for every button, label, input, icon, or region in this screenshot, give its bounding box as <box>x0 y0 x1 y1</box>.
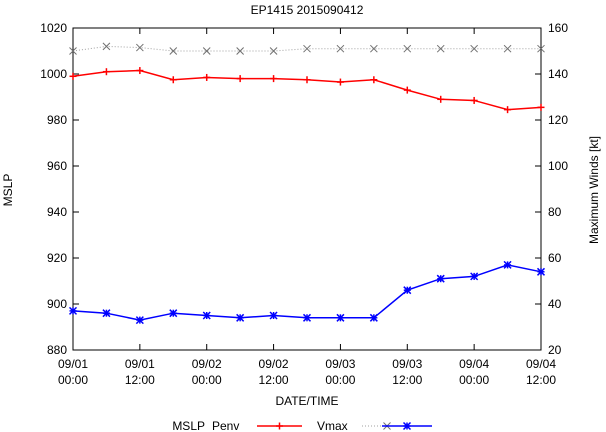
data-point-penv <box>136 67 144 75</box>
y-right-tick-label: 20 <box>548 343 562 357</box>
data-point-vmax <box>436 44 445 53</box>
data-point-vmax <box>537 44 545 53</box>
data-point-unnamed-2 <box>202 311 211 320</box>
data-point-penv <box>537 103 545 111</box>
data-point-unnamed-2 <box>269 311 278 320</box>
data-point-penv <box>504 106 512 114</box>
x-tick-label: 09/04 <box>526 357 556 371</box>
data-point-penv <box>303 76 311 84</box>
data-point-vmax <box>236 47 244 55</box>
axes: 880 900 920 940 960 980 1000 1020 20 40 60 80 100 120… <box>40 21 568 387</box>
data-point-penv <box>236 75 244 83</box>
data-point-unnamed-2 <box>169 309 178 318</box>
y-left-tick-label: 940 <box>47 205 67 219</box>
data-point-unnamed-2 <box>470 272 479 281</box>
y-left-tick-label: 900 <box>47 297 67 311</box>
data-point-penv <box>437 95 445 103</box>
x-tick-label: 09/01 <box>58 357 88 371</box>
y-left-tick-label: 1020 <box>40 21 67 35</box>
data-point-unnamed-2 <box>369 313 378 322</box>
data-point-penv <box>69 72 77 80</box>
data-point-penv <box>470 96 478 104</box>
data-point-unnamed-2 <box>336 313 345 322</box>
y-axis-left-label: MSLP <box>1 174 15 207</box>
y-right-tick-label: 100 <box>548 159 568 173</box>
x-tick-label: 09/01 <box>125 357 155 371</box>
x-tick-label: 09/03 <box>325 357 355 371</box>
data-point-vmax <box>202 47 211 55</box>
x-tick-label: 12:00 <box>259 373 289 387</box>
plot-frame <box>72 27 542 351</box>
data-point-penv <box>370 76 378 84</box>
data-point-penv <box>336 78 344 86</box>
data-point-penv <box>102 68 110 76</box>
x-tick-label: 09/03 <box>392 357 422 371</box>
y-right-tick-label: 140 <box>548 67 568 81</box>
data-point-vmax <box>470 44 478 53</box>
data-point-unnamed-2 <box>436 274 445 283</box>
data-point-penv <box>169 76 177 84</box>
data-point-unnamed-2 <box>536 267 546 276</box>
y-left-tick-label: 960 <box>47 159 67 173</box>
data-point-unnamed-2 <box>503 260 512 269</box>
data-point-vmax <box>169 47 178 55</box>
y-axis-right-label: Maximum Winds [kt] <box>587 136 601 244</box>
x-tick-label: 09/02 <box>259 357 289 371</box>
data-point-vmax <box>403 44 412 53</box>
data-point-vmax <box>336 44 345 53</box>
data-point-vmax <box>102 42 111 51</box>
legend: Penv Vmax <box>212 419 432 432</box>
x-tick-label: 12:00 <box>392 373 422 387</box>
legend-marker <box>276 422 283 430</box>
data-point-penv <box>403 86 411 94</box>
x-tick-label: 09/02 <box>192 357 222 371</box>
x-axis-label: DATE/TIME <box>275 394 338 408</box>
chart-title: EP1415 2015090412 <box>251 3 364 17</box>
x-tick-label: 00:00 <box>58 373 88 387</box>
data-point-vmax <box>503 44 512 53</box>
y-left-tick-label: 1000 <box>40 67 67 81</box>
data-point-unnamed-2 <box>403 286 412 295</box>
data-point-vmax <box>69 47 77 55</box>
data-point-unnamed-2 <box>68 306 78 315</box>
y-right-tick-label: 60 <box>548 251 562 265</box>
data-point-penv <box>203 73 211 81</box>
data-point-unnamed-2 <box>302 313 312 322</box>
data-point-unnamed-2 <box>236 313 245 322</box>
x-tick-label: 00:00 <box>459 373 489 387</box>
data-point-vmax <box>136 43 144 52</box>
legend-label: Vmax <box>317 419 348 432</box>
legend-marker <box>402 421 412 431</box>
x-tick-label: 12:00 <box>125 373 155 387</box>
data-point-vmax <box>303 44 311 53</box>
x-tick-label: 12:00 <box>526 373 556 387</box>
legend-label: Penv <box>212 419 239 432</box>
data-point-unnamed-2 <box>135 316 144 325</box>
plot-area <box>68 42 546 325</box>
data-point-vmax <box>269 47 278 55</box>
x-tick-label: 00:00 <box>192 373 222 387</box>
y-left-tick-label: 920 <box>47 251 67 265</box>
data-point-unnamed-2 <box>102 309 111 318</box>
legend-title: MSLP <box>172 419 205 432</box>
y-left-tick-label: 980 <box>47 113 67 127</box>
y-right-tick-label: 120 <box>548 113 568 127</box>
x-tick-label: 09/04 <box>459 357 489 371</box>
y-right-tick-label: 80 <box>548 205 562 219</box>
y-right-tick-label: 160 <box>548 21 568 35</box>
x-tick-label: 00:00 <box>325 373 355 387</box>
y-right-tick-label: 40 <box>548 297 562 311</box>
data-point-vmax <box>370 44 378 53</box>
y-left-tick-label: 880 <box>47 343 67 357</box>
data-point-penv <box>270 75 278 83</box>
